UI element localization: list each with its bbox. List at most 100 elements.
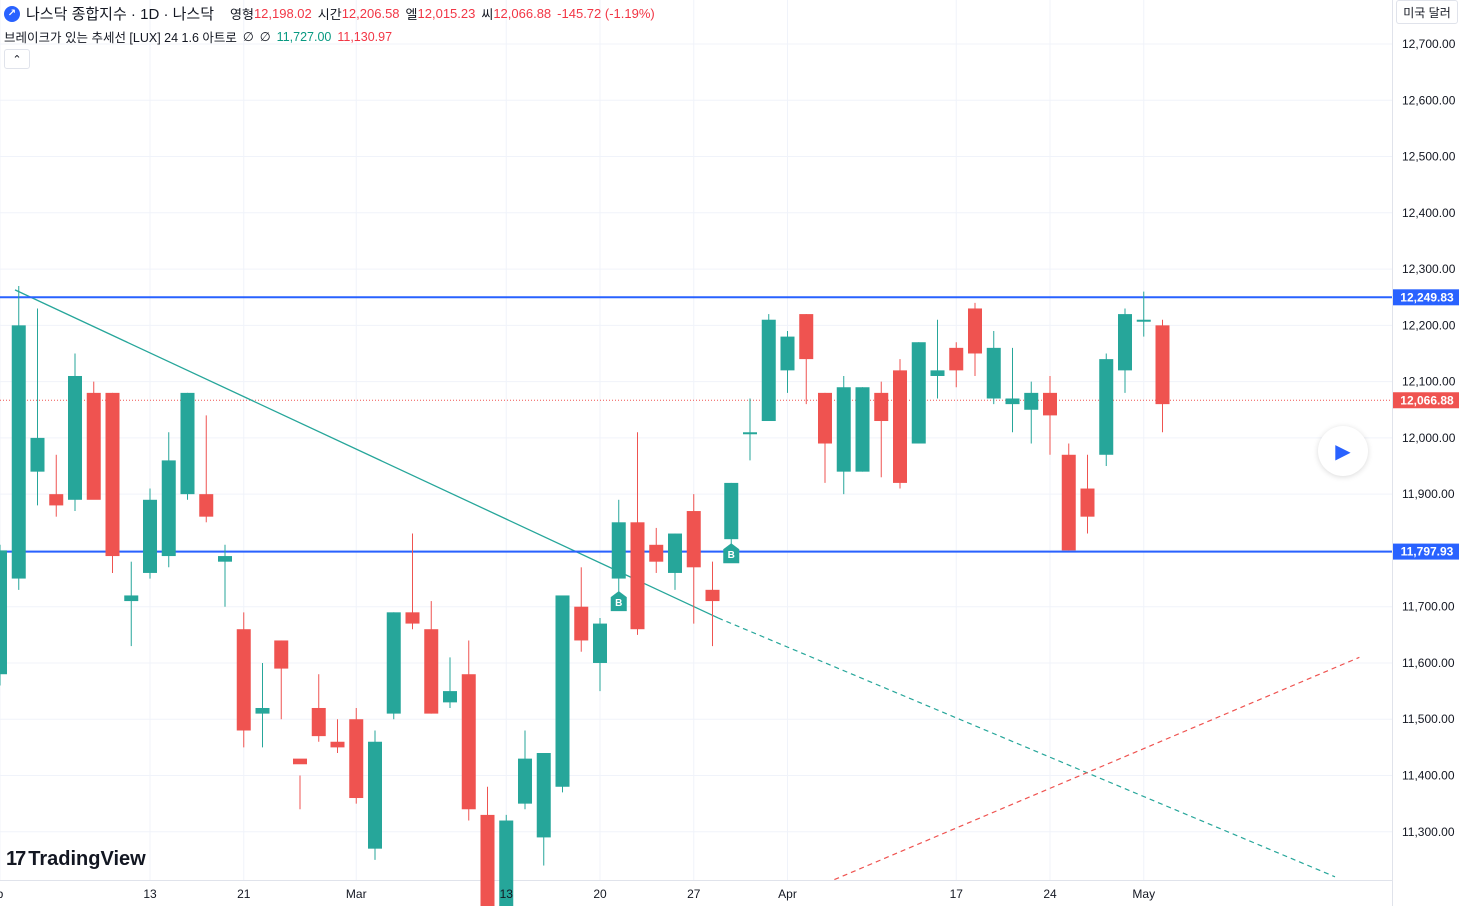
indicator-value-up: 11,727.00: [276, 29, 332, 44]
candle-body: [124, 595, 139, 602]
candle-body: [536, 753, 551, 838]
close-value: 12,066.88: [493, 6, 552, 21]
x-tick-label: 13: [143, 887, 157, 901]
low-label: 엘: [405, 7, 418, 22]
tradingview-mark-icon: 17: [6, 848, 26, 870]
x-tick-label: 27: [687, 887, 701, 901]
high-value: 12,206.58: [341, 6, 400, 21]
candle-body: [836, 387, 851, 472]
y-tick-label: 11,300.00: [1402, 825, 1455, 839]
candle-body: [143, 499, 157, 573]
candle-body: [68, 375, 82, 500]
candle-body: [630, 522, 645, 630]
break-marker: [723, 543, 740, 564]
candle-body: [968, 308, 982, 354]
candle-body: [1155, 325, 1170, 405]
indicator-name: 브레이크가 있는 추세선 [LUX] 24 1.6 아트로: [4, 31, 237, 45]
down-trendline-extension: [717, 617, 1336, 878]
candle-body: [236, 629, 251, 731]
candle-body: [668, 533, 682, 573]
candle-body: [1024, 392, 1039, 410]
x-tick-label: 17: [950, 887, 964, 901]
x-tick-label: 20: [593, 887, 607, 901]
low-value: 12,015.23: [417, 6, 476, 21]
candle-body: [743, 432, 757, 435]
candle-body: [705, 589, 720, 602]
candle-body: [818, 392, 832, 444]
play-icon: ▶: [1335, 440, 1351, 463]
tradingview-wordmark: TradingView: [28, 848, 146, 870]
candle-body: [649, 544, 664, 562]
candle-body: [986, 347, 1001, 399]
candle-body: [311, 707, 326, 737]
candle-body: [1043, 392, 1057, 416]
close-label: 씨: [481, 7, 494, 22]
candle-body: [518, 758, 532, 804]
tradingview-logo[interactable]: 17 TradingView: [6, 848, 146, 871]
y-tick-label: 11,500.00: [1402, 712, 1455, 726]
candle-body: [724, 482, 739, 540]
candle-body: [30, 437, 45, 472]
candle-body: [893, 370, 907, 483]
last-price-badge: [1393, 392, 1459, 409]
candle-body: [761, 319, 776, 422]
candle-body: [255, 707, 270, 714]
currency-button[interactable]: 미국 달러: [1396, 0, 1458, 24]
level-price-badge: [1393, 543, 1459, 560]
candle-body: [611, 522, 626, 579]
candle-body: [593, 623, 607, 663]
candle-body: [1099, 359, 1114, 455]
candle-body: [911, 342, 926, 444]
down-trendline-solid: [14, 289, 719, 619]
candle-body: [105, 392, 120, 557]
nasdaq-logo-icon: ↗: [4, 5, 20, 22]
level-price-label: 11,797.93: [1401, 545, 1454, 559]
symbol-title[interactable]: 나스닥 종합지수 · 1D · 나스닥: [26, 6, 215, 23]
candle-body: [949, 347, 964, 371]
x-tick-label: 21: [237, 887, 251, 901]
candle-body: [499, 820, 514, 906]
candle-body: [0, 550, 7, 675]
candle-body: [1080, 488, 1095, 517]
candle-body: [686, 511, 701, 568]
replay-button[interactable]: ▶: [1318, 426, 1368, 476]
x-tick-label: Apr: [778, 887, 797, 901]
candle-body: [780, 336, 795, 371]
x-tick-label: Mar: [346, 887, 367, 901]
candle-body: [1005, 398, 1020, 405]
level-price-label: 12,249.83: [1400, 290, 1454, 304]
y-tick-label: 12,200.00: [1402, 318, 1456, 332]
candle-body: [443, 691, 457, 703]
break-marker-label: B: [728, 550, 735, 561]
candle-body: [218, 556, 232, 562]
candle-body: [330, 741, 345, 748]
y-tick-label: 11,900.00: [1402, 487, 1455, 501]
candle-body: [874, 392, 889, 422]
candle-body: [1118, 314, 1132, 371]
candle-body: [405, 612, 420, 624]
candle-body: [555, 595, 570, 787]
candle-body: [386, 612, 401, 714]
y-tick-label: 12,500.00: [1402, 150, 1456, 164]
y-tick-label: 12,600.00: [1402, 93, 1456, 107]
candle-body: [180, 392, 195, 495]
x-tick-label: May: [1132, 887, 1155, 901]
y-tick-label: 12,400.00: [1402, 206, 1456, 220]
candle-body: [574, 606, 589, 641]
indicator-value-down: 11,130.97: [337, 29, 393, 44]
candle-body: [161, 460, 176, 557]
candle-body: [11, 325, 26, 579]
y-tick-label: 12,000.00: [1402, 431, 1456, 445]
candle-body: [480, 814, 495, 906]
candle-body: [368, 741, 382, 849]
high-label: 시간: [317, 7, 342, 22]
candle-body: [86, 392, 101, 500]
level-price-badge: [1393, 289, 1459, 306]
y-tick-label: 12,700.00: [1402, 37, 1456, 51]
candle-body: [349, 719, 364, 799]
candle-body: [274, 640, 289, 669]
candle-body: [461, 674, 476, 810]
collapse-legend-button[interactable]: ⌃: [4, 49, 30, 69]
indicator-legend[interactable]: 브레이크가 있는 추세선 [LUX] 24 1.6 아트로 ∅ ∅ 11,727…: [4, 27, 392, 46]
